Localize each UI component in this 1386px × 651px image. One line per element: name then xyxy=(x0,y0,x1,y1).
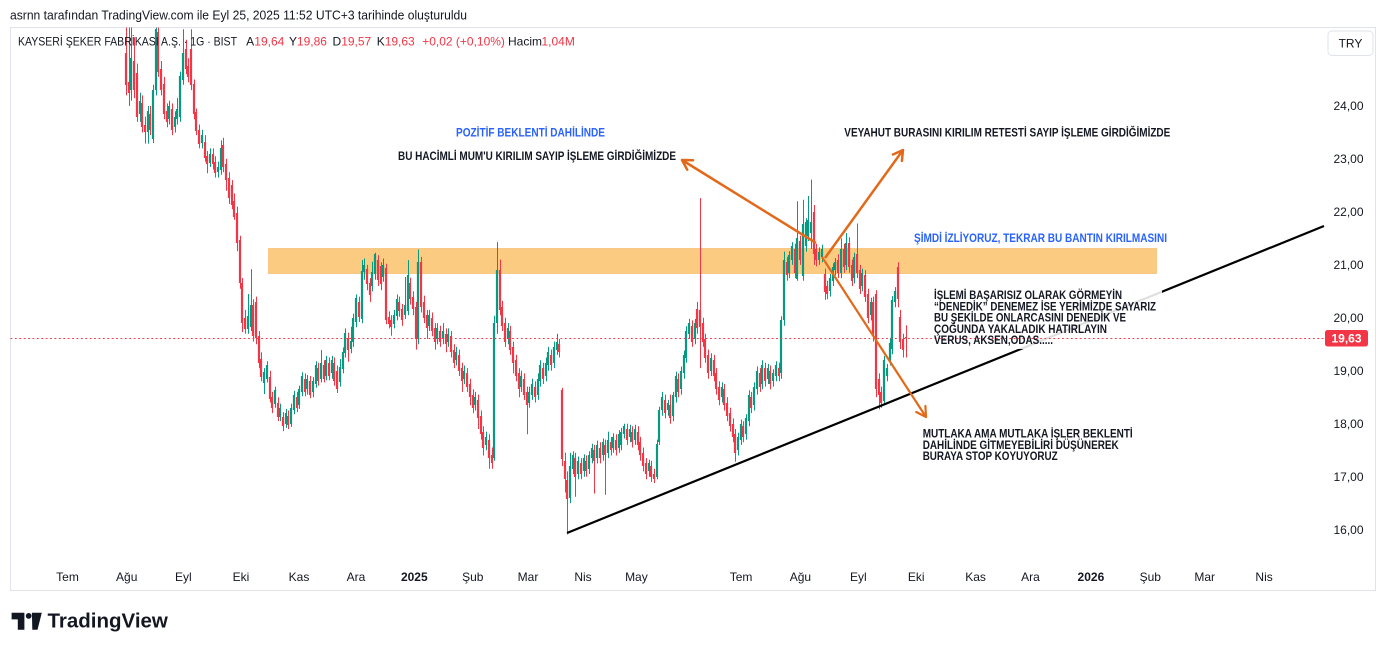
svg-text:18,00: 18,00 xyxy=(1334,417,1364,431)
svg-text:Kas: Kas xyxy=(965,570,986,584)
svg-text:1,04M: 1,04M xyxy=(542,35,575,49)
svg-text:Ağu: Ağu xyxy=(116,570,137,584)
svg-text:Eki: Eki xyxy=(233,570,250,584)
svg-text:16,00: 16,00 xyxy=(1334,523,1364,537)
svg-text:Hacim: Hacim xyxy=(508,35,542,49)
svg-text:Mar: Mar xyxy=(518,570,539,584)
svg-text:Nis: Nis xyxy=(1255,570,1272,584)
svg-text:23,00: 23,00 xyxy=(1334,152,1364,166)
svg-text:BU HACİMLİ MUM'U KIRILIM SAYIP: BU HACİMLİ MUM'U KIRILIM SAYIP İŞLEME Gİ… xyxy=(398,150,676,163)
svg-text:BURAYA STOP KOYUYORUZ: BURAYA STOP KOYUYORUZ xyxy=(923,451,1058,463)
svg-text:21,00: 21,00 xyxy=(1334,258,1364,272)
svg-text:POZİTİF BEKLENTİ DAHİLİNDE: POZİTİF BEKLENTİ DAHİLİNDE xyxy=(456,126,605,139)
svg-text:TRY: TRY xyxy=(1339,37,1363,51)
svg-text:Eyl: Eyl xyxy=(850,570,867,584)
svg-text:19,86: 19,86 xyxy=(297,35,327,49)
svg-text:Ara: Ara xyxy=(1021,570,1040,584)
svg-text:20,00: 20,00 xyxy=(1334,311,1364,325)
svg-text:19,57: 19,57 xyxy=(341,35,371,49)
svg-text:D: D xyxy=(333,35,342,49)
svg-text:DAHİLİNDE GİTMEYEBİLİRİ DÜŞÜNE: DAHİLİNDE GİTMEYEBİLİRİ DÜŞÜNEREK xyxy=(923,439,1120,452)
svg-text:BU ŞEKİLDE ONLARCASINI DENEDİK: BU ŞEKİLDE ONLARCASINI DENEDİK VE xyxy=(934,312,1126,325)
svg-text:Ara: Ara xyxy=(347,570,366,584)
svg-text:17,00: 17,00 xyxy=(1334,470,1364,484)
svg-text:VERUS, AKSEN,ODAS.....: VERUS, AKSEN,ODAS..... xyxy=(934,335,1053,347)
svg-text:Eyl: Eyl xyxy=(175,570,192,584)
svg-text:24,00: 24,00 xyxy=(1334,99,1364,113)
svg-text:Ağu: Ağu xyxy=(790,570,811,584)
svg-text:2025: 2025 xyxy=(401,570,428,584)
svg-text:asrnn tarafından TradingView.c: asrnn tarafından TradingView.com ile Eyl… xyxy=(10,9,467,23)
svg-text:VEYAHUT BURASINI KIRILIM RETES: VEYAHUT BURASINI KIRILIM RETESTİ SAYIP İ… xyxy=(844,127,1170,140)
svg-text:2026: 2026 xyxy=(1078,570,1105,584)
svg-text:Şub: Şub xyxy=(1140,570,1162,584)
svg-text:Eki: Eki xyxy=(908,570,925,584)
svg-text:Tem: Tem xyxy=(56,570,79,584)
svg-text:Mar: Mar xyxy=(1194,570,1215,584)
svg-text:19,63: 19,63 xyxy=(1331,332,1361,346)
svg-text:ÇOĞUNDA YAKALADIK HATIRLAYIN: ÇOĞUNDA YAKALADIK HATIRLAYIN xyxy=(934,323,1107,336)
svg-text:“DENEDİK” DENEMEZ İSE YERİMİZD: “DENEDİK” DENEMEZ İSE YERİMİZDE SAYARIZ xyxy=(934,300,1156,313)
svg-text:+0,02 (+0,10%): +0,02 (+0,10%) xyxy=(422,35,505,49)
svg-text:KAYSERİ ŞEKER FABRİKASI A.Ş. ·: KAYSERİ ŞEKER FABRİKASI A.Ş. · 1G · BIST xyxy=(18,35,238,49)
svg-text:May: May xyxy=(625,570,648,584)
svg-text:MUTLAKA AMA MUTLAKA İŞLER BEKL: MUTLAKA AMA MUTLAKA İŞLER BEKLENTİ xyxy=(923,428,1133,441)
svg-text:Tem: Tem xyxy=(730,570,753,584)
svg-text:K: K xyxy=(377,35,385,49)
svg-text:19,64: 19,64 xyxy=(254,35,284,49)
svg-text:TradingView: TradingView xyxy=(48,610,168,633)
svg-text:A: A xyxy=(246,35,254,49)
svg-text:19,63: 19,63 xyxy=(385,35,415,49)
svg-text:Nis: Nis xyxy=(574,570,591,584)
svg-text:22,00: 22,00 xyxy=(1334,205,1364,219)
svg-text:19,00: 19,00 xyxy=(1334,364,1364,378)
svg-text:ŞİMDİ İZLİYORUZ, TEKRAR BU BAN: ŞİMDİ İZLİYORUZ, TEKRAR BU BANTIN KIRILM… xyxy=(914,232,1167,245)
svg-text:Y: Y xyxy=(289,35,297,49)
svg-text:Kas: Kas xyxy=(289,570,310,584)
svg-text:İŞLEMİ BAŞARISIZ OLARAK GÖRMEY: İŞLEMİ BAŞARISIZ OLARAK GÖRMEYİN xyxy=(934,289,1122,302)
svg-text:Şub: Şub xyxy=(462,570,484,584)
